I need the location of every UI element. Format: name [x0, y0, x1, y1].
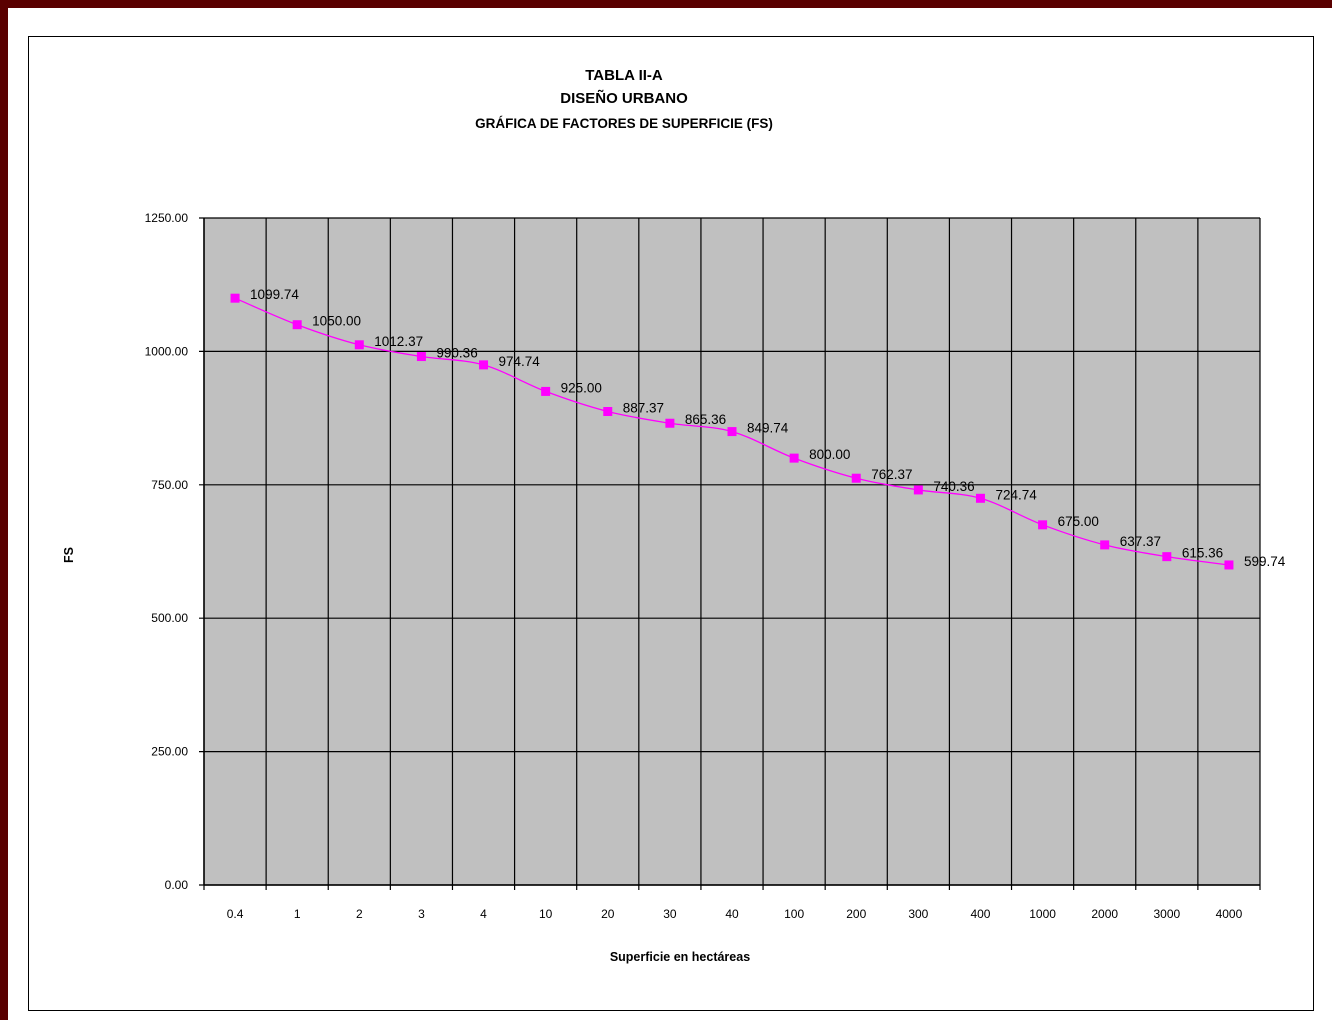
y-tick-label: 250.00: [151, 745, 188, 759]
x-tick-label: 1000: [1029, 907, 1056, 921]
series-layer: 1099.74 1050.00 1012.37 990.36 974.74 925.00 8…: [230, 287, 1286, 570]
data-label: 974.74: [499, 354, 541, 369]
data-point-marker: [665, 418, 675, 428]
data-label: 724.74: [995, 487, 1037, 502]
x-tick-label: 1: [294, 907, 301, 921]
data-label: 1099.74: [250, 287, 299, 302]
x-axis-ticks: 0.4 1 2 3 4 10 20 30 40 100 200 300 400 1000 2000 3000 4…: [227, 907, 1243, 921]
data-point-marker: [1038, 520, 1048, 530]
data-label: 1050.00: [312, 314, 361, 329]
x-tick-label: 4000: [1216, 907, 1243, 921]
y-tick-label: 0.00: [165, 878, 189, 892]
data-point-marker: [603, 406, 613, 416]
data-point-marker: [1162, 552, 1172, 562]
data-label: 849.74: [747, 421, 789, 436]
chart-subtitle-2: GRÁFICA DE FACTORES DE SUPERFICIE (FS): [475, 116, 773, 131]
data-point-marker: [1224, 560, 1234, 570]
data-point-marker: [416, 352, 426, 362]
x-tick-label: 300: [908, 907, 928, 921]
data-label: 762.37: [871, 467, 912, 482]
data-point-marker: [479, 360, 489, 370]
plot-area: [204, 218, 1260, 885]
plot-background: [204, 218, 1260, 885]
data-label: 615.36: [1182, 546, 1223, 561]
data-label: 740.36: [933, 479, 974, 494]
x-tick-label: 3: [418, 907, 425, 921]
data-label: 925.00: [561, 380, 602, 395]
x-tick-label: 40: [725, 907, 739, 921]
data-point-marker: [851, 473, 861, 483]
y-tick-label: 750.00: [151, 478, 188, 492]
data-label: 675.00: [1058, 514, 1099, 529]
data-label: 599.74: [1244, 554, 1286, 569]
data-label: 800.00: [809, 447, 850, 462]
data-label: 887.37: [623, 400, 664, 415]
data-point-marker: [1100, 540, 1110, 550]
y-axis-ticks: 0.00 250.00 500.00 750.00 1000.00 1250.00: [145, 211, 189, 892]
line-chart: TABLA II-A DISEÑO URBANO GRÁFICA DE FACT…: [62, 67, 1286, 964]
page-frame: TABLA II-A DISEÑO URBANO GRÁFICA DE FACT…: [8, 8, 1332, 1020]
gridlines: [199, 217, 1261, 890]
chart-area: TABLA II-A DISEÑO URBANO GRÁFICA DE FACT…: [28, 36, 1314, 1011]
data-point-marker: [727, 427, 737, 437]
data-point-marker: [975, 493, 985, 503]
y-axis-title: FS: [62, 547, 76, 563]
x-tick-label: 200: [846, 907, 866, 921]
data-point-marker: [354, 340, 364, 350]
data-point-marker: [292, 320, 302, 330]
x-tick-label: 20: [601, 907, 615, 921]
data-label: 1012.37: [374, 334, 423, 349]
data-point-marker: [541, 386, 551, 396]
x-axis-title: Superficie en hectáreas: [610, 950, 750, 964]
x-tick-label: 30: [663, 907, 677, 921]
data-point-marker: [230, 293, 240, 303]
data-point-marker: [789, 453, 799, 463]
data-point-marker: [913, 485, 923, 495]
x-tick-label: 10: [539, 907, 553, 921]
y-tick-label: 1000.00: [145, 344, 189, 358]
data-label: 990.36: [436, 346, 477, 361]
x-tick-label: 4: [480, 907, 487, 921]
chart-title: TABLA II-A: [585, 67, 663, 84]
data-label: 865.36: [685, 412, 726, 427]
x-tick-label: 2: [356, 907, 363, 921]
chart-subtitle: DISEÑO URBANO: [560, 89, 688, 107]
x-tick-label: 2000: [1091, 907, 1118, 921]
x-tick-label: 100: [784, 907, 804, 921]
y-tick-label: 1250.00: [145, 211, 189, 225]
x-tick-label: 0.4: [227, 907, 244, 921]
y-tick-label: 500.00: [151, 611, 188, 625]
x-tick-label: 400: [970, 907, 990, 921]
x-tick-label: 3000: [1153, 907, 1180, 921]
data-label: 637.37: [1120, 534, 1161, 549]
